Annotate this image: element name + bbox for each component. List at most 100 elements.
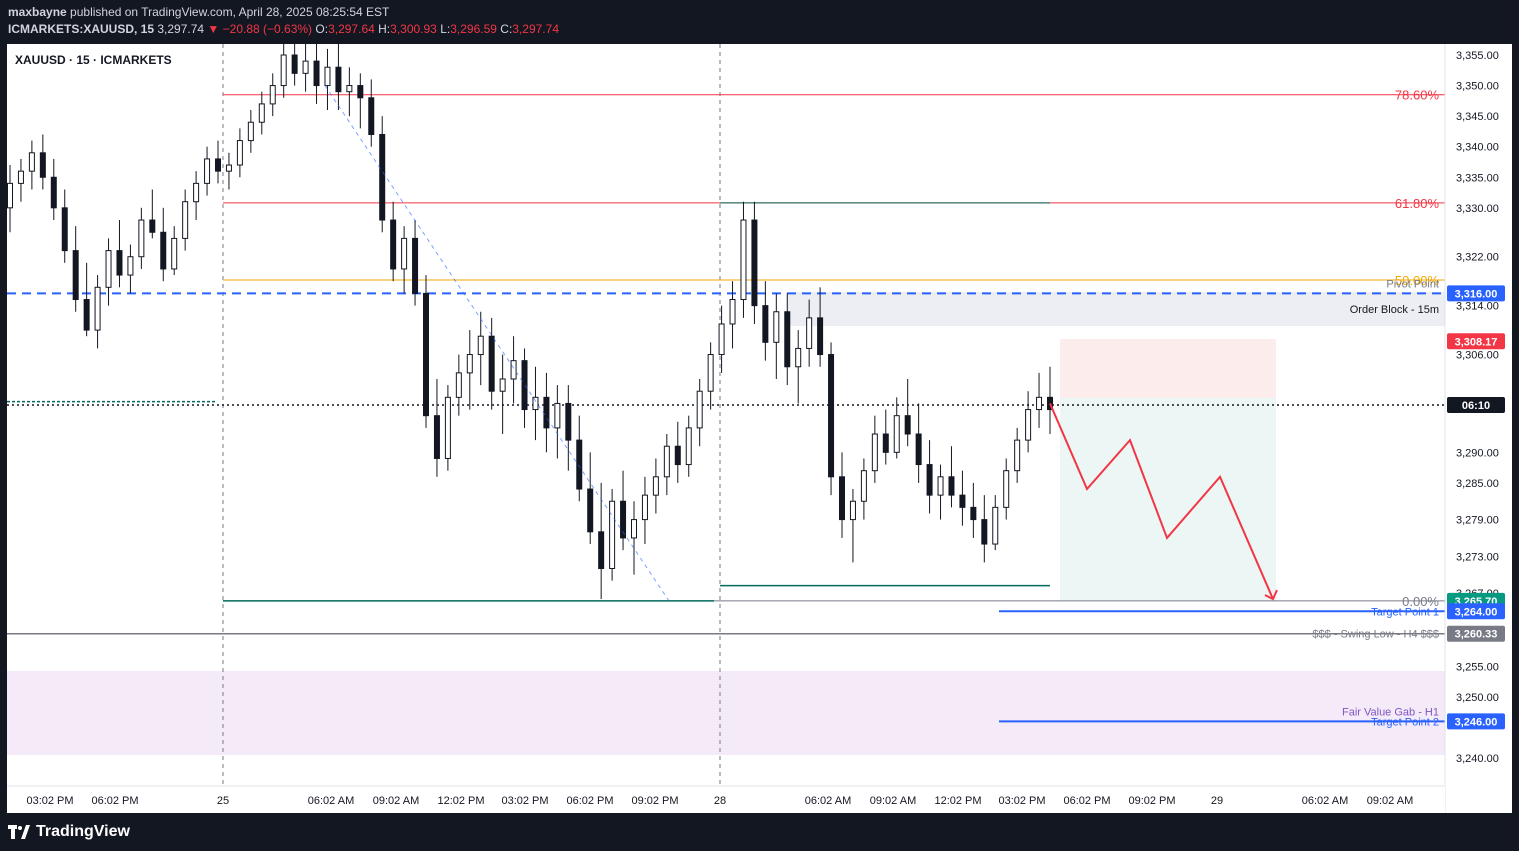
- price-label-text: 3,316.00: [1455, 288, 1498, 300]
- price-label-box: [1447, 603, 1505, 620]
- price-tick-label: 3,314.00: [1456, 301, 1499, 313]
- price-tick-label: 3,345.00: [1456, 111, 1499, 123]
- publisher-name[interactable]: maxbayne: [8, 5, 67, 19]
- time-tick-label: 09:02 PM: [631, 795, 678, 807]
- time-tick-label: 06:02 PM: [1063, 795, 1110, 807]
- candle-body: [926, 464, 933, 496]
- symbol-label: ICMARKETS:XAUUSD, 15: [8, 22, 155, 36]
- footer-bar: [0, 813, 1519, 851]
- tradingview-brand: TradingView: [36, 823, 130, 840]
- time-tick-label: 06:02 PM: [91, 795, 138, 807]
- candle-body: [368, 97, 375, 135]
- candle-body: [893, 415, 900, 453]
- fib-level-label: 61.80%: [1395, 196, 1440, 211]
- candle-body: [663, 445, 670, 478]
- tradingview-logo-icon: [8, 825, 30, 839]
- price-tick-label: 3,322.00: [1456, 252, 1499, 264]
- candle-body: [915, 433, 922, 466]
- time-tick-label: 12:02 PM: [934, 795, 981, 807]
- candle-body: [105, 250, 112, 288]
- time-tick-label: 06:02 AM: [1302, 795, 1348, 807]
- candle-body: [72, 250, 79, 301]
- published-text: published on TradingView.com, April 28, …: [70, 5, 390, 19]
- time-tick-label: 29: [1211, 795, 1223, 807]
- candle-body: [488, 335, 495, 392]
- price-tick-label: 3,350.00: [1456, 81, 1499, 93]
- candle-body: [324, 66, 331, 87]
- price-tick-label: 3,279.00: [1456, 515, 1499, 527]
- time-axis[interactable]: [7, 786, 1445, 813]
- time-tick-label: 06:02 AM: [308, 795, 354, 807]
- trendline: [324, 85, 670, 602]
- candle-body: [171, 237, 178, 270]
- candle-body: [740, 219, 747, 301]
- candle-body: [236, 140, 243, 166]
- candle-body: [39, 152, 46, 178]
- candle-body: [696, 390, 703, 429]
- time-tick-label: 09:02 PM: [1128, 795, 1175, 807]
- candle-body: [444, 396, 451, 459]
- candle-body: [948, 476, 955, 496]
- candle-body: [412, 237, 419, 294]
- chart-panel[interactable]: 78.60% 61.80% 50.00% 0.00% Pivot Point Order …: [7, 36, 1512, 813]
- projection-path: [1049, 403, 1274, 600]
- candle-body: [674, 445, 681, 466]
- candle-body: [707, 354, 714, 392]
- change-arrow-icon: ▼: [207, 22, 220, 36]
- time-tick-label: 09:02 AM: [373, 795, 419, 807]
- order-block-zone: [787, 292, 1445, 326]
- price-tick-label: 3,273.00: [1456, 551, 1499, 563]
- candle-body: [587, 488, 594, 533]
- candle-body: [193, 182, 200, 203]
- candle-body: [127, 256, 134, 276]
- price-tick-label: 3,330.00: [1456, 203, 1499, 215]
- candle-body: [806, 317, 813, 349]
- candle-body: [313, 60, 320, 87]
- candle-body: [1014, 439, 1021, 472]
- candle-body: [225, 164, 232, 172]
- candle-body: [828, 354, 835, 478]
- candle-body: [466, 354, 473, 374]
- candle-body: [433, 415, 440, 459]
- tradingview-logo[interactable]: TradingView: [8, 823, 130, 841]
- fvg-zone: [7, 671, 1445, 755]
- price-axis[interactable]: [1445, 44, 1512, 813]
- candle-body: [357, 85, 364, 99]
- candle-body: [839, 476, 845, 521]
- low-value: 3,296.59: [450, 22, 497, 36]
- candle-body: [631, 519, 637, 539]
- candle-body: [116, 250, 123, 276]
- candle-body: [94, 286, 101, 331]
- candles: [7, 36, 1053, 600]
- time-tick-label: 25: [217, 795, 229, 807]
- candle-body: [28, 152, 35, 172]
- candle-body: [882, 433, 889, 453]
- high-value: 3,300.93: [390, 22, 437, 36]
- price-label-box: [1447, 713, 1505, 730]
- candle-body: [61, 207, 68, 252]
- candle-body: [280, 54, 287, 87]
- candle-body: [762, 305, 769, 343]
- grid: [222, 44, 721, 786]
- price-label-text: 3,264.00: [1455, 606, 1498, 618]
- candle-body: [981, 519, 988, 545]
- candle-body: [499, 378, 506, 392]
- candle-body: [554, 402, 561, 429]
- candle-body: [860, 470, 867, 502]
- close-label: C:: [500, 22, 513, 36]
- price-tick-label: 3,255.00: [1456, 661, 1499, 673]
- price-tick-label: 3,355.00: [1456, 50, 1499, 62]
- projection-arrow-icon: [1264, 589, 1278, 601]
- candle-body: [390, 219, 397, 270]
- price-tick-label: 3,285.00: [1456, 478, 1499, 490]
- fib-level-label: 50.00%: [1395, 273, 1440, 288]
- price-chart[interactable]: 78.60% 61.80% 50.00% 0.00% Pivot Point Order …: [7, 36, 1512, 813]
- fib-level-label: 0.00%: [1402, 594, 1439, 609]
- target-zone: [1060, 398, 1276, 601]
- candle-body: [215, 158, 221, 172]
- price-tick-label: 3,306.00: [1456, 350, 1499, 362]
- swing-low-label: $$$ - Swing Low - H4 $$$: [1312, 629, 1439, 641]
- fvg-label: Fair Value Gab - H1: [1342, 706, 1439, 718]
- candle-body: [751, 219, 758, 307]
- candle-body: [149, 219, 156, 233]
